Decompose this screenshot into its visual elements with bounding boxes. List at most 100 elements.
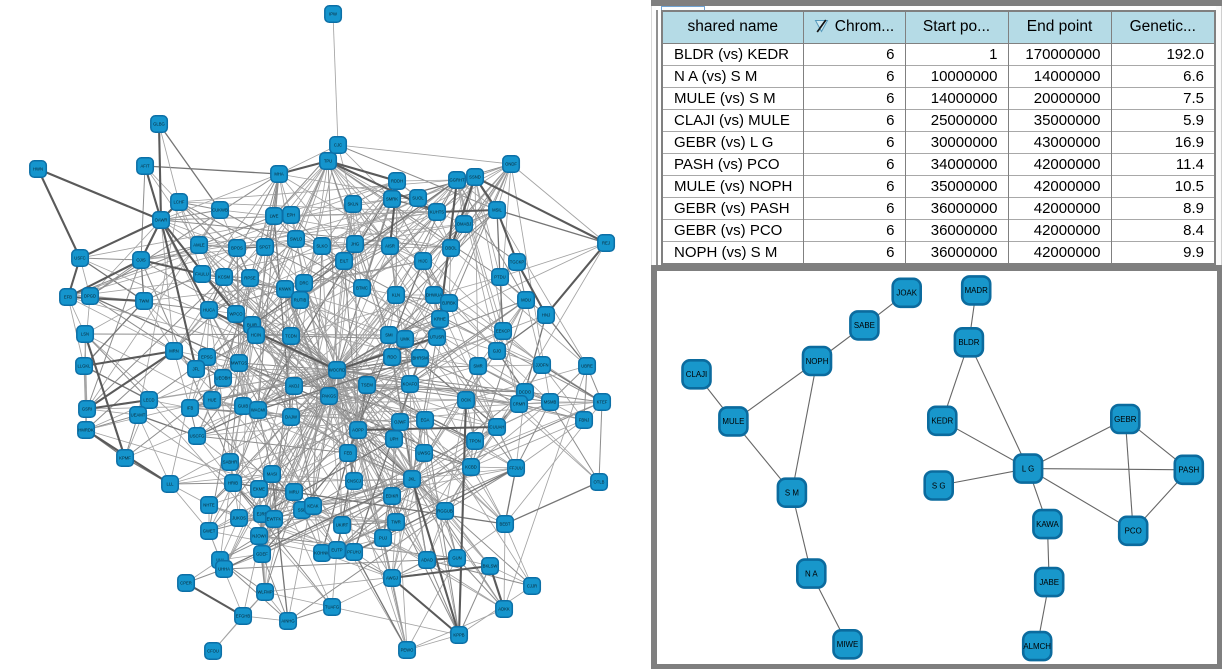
svg-text:CNSCJ: CNSCJ	[347, 479, 361, 484]
svg-text:TUAFG: TUAFG	[325, 605, 339, 610]
svg-text:FFJUU: FFJUU	[509, 466, 522, 471]
svg-text:PFUHJ: PFUHJ	[347, 550, 361, 555]
svg-text:JFL: JFL	[193, 367, 201, 372]
svg-text:SABE: SABE	[854, 321, 875, 330]
svg-text:ONDF: ONDF	[505, 162, 517, 167]
svg-text:RPSE: RPSE	[244, 276, 256, 281]
svg-text:EEKCP: EEKCP	[496, 329, 510, 334]
svg-text:HNJ: HNJ	[542, 313, 550, 318]
svg-text:SABHR: SABHR	[223, 460, 237, 465]
svg-text:N A: N A	[805, 569, 818, 578]
svg-text:TGCKP: TGCKP	[510, 260, 525, 265]
svg-text:GUIB: GUIB	[238, 404, 248, 409]
svg-text:BUIR: BUIR	[247, 323, 257, 328]
svg-text:GJO: GJO	[493, 349, 502, 354]
svg-text:HMRDK: HMRDK	[78, 428, 94, 433]
svg-text:PASH: PASH	[1178, 466, 1199, 475]
svg-text:NJOWI: NJOWI	[252, 534, 266, 539]
svg-text:HRIB: HRIB	[228, 481, 238, 486]
svg-text:MHA: MHA	[274, 172, 284, 177]
svg-text:CRMR: CRMR	[513, 402, 526, 407]
svg-text:PTDU: PTDU	[494, 275, 505, 280]
svg-text:KUHTS: KUHTS	[430, 210, 444, 215]
svg-text:SMRK: SMRK	[386, 197, 398, 202]
svg-text:ADKK: ADKK	[498, 607, 510, 612]
svg-text:SWLO: SWLO	[290, 237, 303, 242]
svg-text:DRC: DRC	[299, 281, 308, 286]
svg-text:DBOL: DBOL	[445, 246, 457, 251]
svg-text:BHRSM: BHRSM	[412, 356, 428, 361]
svg-text:CUUAH: CUUAH	[490, 425, 505, 430]
svg-text:BKLSW: BKLSW	[483, 564, 498, 569]
svg-text:MWTGS: MWTGS	[231, 361, 247, 366]
svg-text:TWM: TWM	[139, 299, 150, 304]
svg-text:EILT: EILT	[340, 259, 349, 264]
svg-text:KEAK: KEAK	[307, 504, 318, 509]
svg-text:LWE: LWE	[270, 214, 279, 219]
svg-text:LSN: LSN	[81, 332, 89, 337]
svg-text:HIJC: HIJC	[418, 259, 427, 264]
svg-text:GEBR: GEBR	[1114, 415, 1137, 424]
svg-text:OJIS: OJIS	[136, 258, 146, 263]
svg-text:EPSG: EPSG	[201, 355, 213, 360]
svg-text:UWSG: UWSG	[417, 451, 430, 456]
svg-text:UEOBH: UEOBH	[216, 376, 231, 381]
svg-text:KEDR: KEDR	[931, 417, 953, 426]
svg-text:EKME: EKME	[253, 487, 265, 492]
svg-text:JHG: JHG	[351, 242, 359, 247]
svg-text:OJWF: OJWF	[394, 420, 406, 425]
svg-text:MSMB: MSMB	[544, 400, 557, 405]
svg-text:RGGUB: RGGUB	[437, 509, 453, 514]
svg-text:JKL: JKL	[408, 477, 416, 482]
svg-text:EUTP: EUTP	[331, 548, 342, 553]
svg-text:MOU: MOU	[521, 298, 531, 303]
svg-text:MIWE: MIWE	[837, 640, 858, 649]
svg-text:HCIN: HCIN	[251, 333, 261, 338]
svg-text:IPW: IPW	[329, 12, 337, 17]
svg-text:EDIKR: EDIKR	[386, 494, 399, 499]
svg-text:EFGHB: EFGHB	[236, 614, 251, 619]
svg-text:BTMC: BTMC	[356, 286, 368, 291]
svg-text:HWN: HWN	[33, 167, 43, 172]
svg-text:HUE: HUE	[208, 398, 217, 403]
svg-text:OAWR: OAWR	[155, 218, 168, 223]
svg-text:USFC: USFC	[74, 256, 85, 261]
svg-text:GSRI: GSRI	[82, 407, 92, 412]
svg-text:TPON: TPON	[469, 439, 481, 444]
svg-text:SUOL: SUOL	[412, 196, 424, 201]
svg-text:PAKGS: PAKGS	[322, 394, 336, 399]
svg-text:BPOS: BPOS	[231, 246, 243, 251]
svg-text:KOHNM: KOHNM	[314, 551, 330, 556]
svg-text:KPPB: KPPB	[453, 633, 464, 638]
svg-text:SSD: SSD	[298, 508, 307, 513]
svg-text:DPGD: DPGD	[84, 294, 96, 299]
svg-text:MULE: MULE	[722, 417, 744, 426]
svg-text:PEWO: PEWO	[401, 648, 415, 653]
svg-text:ADAO: ADAO	[421, 558, 434, 563]
svg-text:LLGKL: LLGKL	[77, 364, 91, 369]
svg-text:KCSM: KCSM	[218, 275, 231, 280]
svg-text:UMK: UMK	[400, 337, 410, 342]
svg-text:DHWUA: DHWUA	[426, 293, 442, 298]
svg-text:SLKO: SLKO	[316, 244, 328, 249]
svg-text:JABE: JABE	[1039, 578, 1059, 587]
svg-text:BJRBK: BJRBK	[442, 301, 456, 306]
svg-text:UKIRT: UKIRT	[336, 523, 349, 528]
svg-text:DCDO: DCDO	[519, 390, 532, 395]
svg-text:EWTFK: EWTFK	[267, 517, 282, 522]
svg-text:MADR: MADR	[965, 286, 989, 295]
svg-text:NOPH: NOPH	[806, 357, 829, 366]
svg-text:CJJR: CJJR	[527, 584, 537, 589]
svg-text:CFOU: CFOU	[207, 649, 219, 654]
svg-text:KRHE: KRHE	[434, 317, 446, 322]
svg-text:MRN: MRN	[169, 349, 179, 354]
svg-text:EGA: EGA	[421, 418, 430, 423]
svg-text:KNWK: KNWK	[279, 287, 292, 292]
svg-text:CLAJI: CLAJI	[686, 370, 708, 379]
svg-text:TWR: TWR	[391, 520, 401, 525]
svg-text:AWGJ: AWGJ	[386, 576, 398, 581]
svg-text:KLN: KLN	[392, 293, 400, 298]
svg-text:TPU: TPU	[324, 159, 332, 164]
svg-text:FAULU: FAULU	[195, 272, 209, 277]
svg-text:UEAMT: UEAMT	[131, 413, 146, 418]
